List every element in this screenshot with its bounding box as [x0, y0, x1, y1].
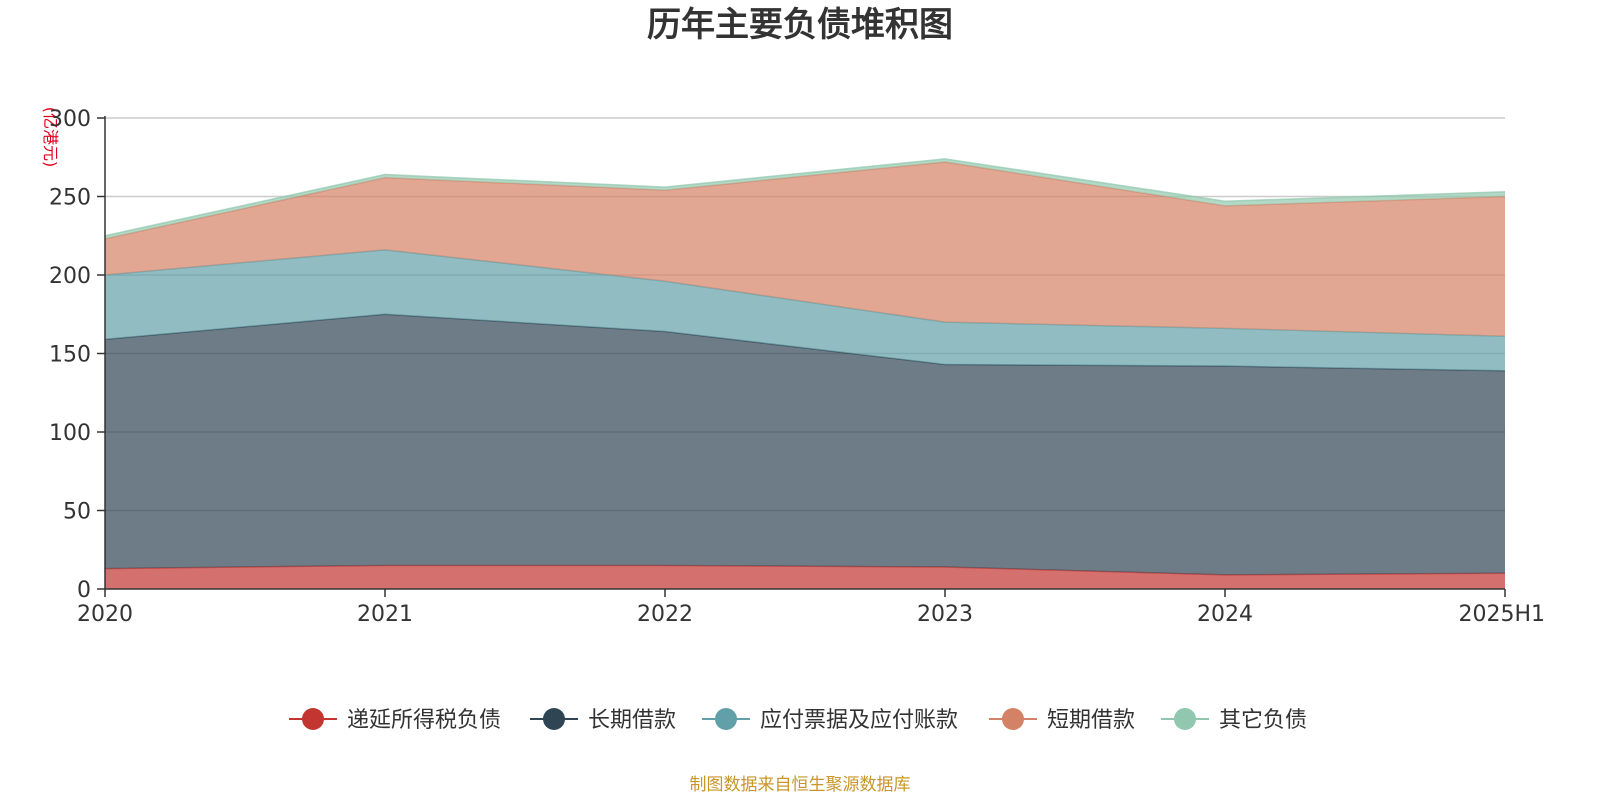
legend-item-1[interactable]: 长期借款	[530, 708, 676, 733]
y-tick-label: 200	[49, 264, 91, 289]
y-tick-label: 250	[49, 186, 91, 211]
legend-label: 递延所得税负债	[347, 708, 501, 733]
data-source-note: 制图数据来自恒生聚源数据库	[690, 775, 911, 795]
x-tick-label: 2021	[357, 602, 413, 627]
chart-title: 历年主要负债堆积图	[647, 5, 953, 45]
area-series-2	[105, 249, 1505, 371]
y-tick-label: 300	[49, 107, 91, 132]
legend-circle-icon	[302, 708, 324, 730]
legend: 递延所得税负债 长期借款 应付票据及应付账款 短期借款 其它负债	[289, 708, 1307, 733]
series-line-4	[104, 158, 1506, 237]
legend-label: 其它负债	[1219, 708, 1307, 733]
legend-circle-icon	[1174, 708, 1196, 730]
legend-label: 应付票据及应付账款	[760, 708, 958, 733]
legend-item-0[interactable]: 递延所得税负债	[289, 708, 501, 733]
legend-circle-icon	[715, 708, 737, 730]
series-line-1	[104, 313, 1506, 372]
legend-item-2[interactable]: 应付票据及应付账款	[702, 708, 958, 733]
x-axis-ticks: 2020 2021 2022 2023 2024 2025H1	[77, 589, 1545, 627]
legend-item-4[interactable]: 其它负债	[1161, 708, 1307, 733]
x-tick-label: 2025H1	[1458, 602, 1545, 627]
x-tick-label: 2024	[1197, 602, 1253, 627]
y-axis-unit-label: (亿港元)	[41, 107, 60, 168]
area-series-4	[105, 158, 1505, 239]
legend-circle-icon	[543, 708, 565, 730]
x-tick-label: 2022	[637, 602, 693, 627]
area-series-1	[105, 314, 1505, 575]
area-series-0	[105, 565, 1505, 589]
legend-item-3[interactable]: 短期借款	[989, 708, 1135, 733]
y-axis-ticks: 0 50 100 150 200 250 300	[49, 107, 105, 603]
y-tick-label: 0	[77, 578, 91, 603]
legend-label: 短期借款	[1047, 708, 1135, 733]
area-series-3	[105, 161, 1505, 337]
y-tick-label: 50	[63, 500, 91, 525]
x-tick-label: 2020	[77, 602, 133, 627]
stacked-areas	[104, 158, 1506, 589]
legend-label: 长期借款	[588, 708, 676, 733]
x-tick-label: 2023	[917, 602, 973, 627]
y-tick-label: 100	[49, 421, 91, 446]
y-tick-label: 150	[49, 343, 91, 368]
legend-circle-icon	[1002, 708, 1024, 730]
